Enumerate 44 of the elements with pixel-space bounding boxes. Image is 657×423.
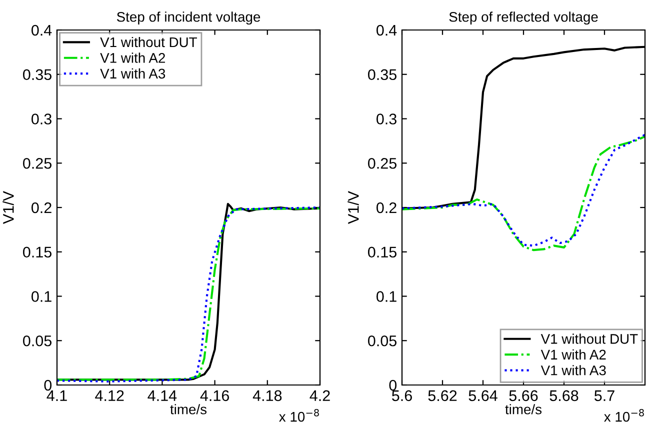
y-tick-label: 0.4 [376,24,397,36]
y-tick-label: 0.05 [368,335,396,346]
y-axis-title: V1/V [348,191,359,224]
x-tick-label: 5.68 [550,390,578,402]
y-tick-label: 0.35 [368,69,396,80]
y-tick-label: 0.1 [376,291,396,302]
x-tick-label: 4.1 [46,390,67,401]
x-tick-label: 5.62 [428,390,457,402]
y-tick-label: 0.2 [376,202,396,214]
x-tick-label: 4.16 [200,390,229,402]
y-axis-title: V1/V [2,191,14,224]
y-tick-label: 0.15 [23,246,52,258]
y-tick-label: 0.4 [32,24,52,36]
y-tick-label: 0.15 [368,246,396,258]
legend-label: V1 with A2 [540,349,606,360]
y-tick-label: 0.1 [32,291,52,302]
y-tick-label: 0 [389,380,397,391]
legend-label: V1 with A3 [540,365,606,376]
y-tick-label: 0.35 [23,69,52,80]
y-tick-label: 0.3 [32,114,52,124]
x-tick-label: 5.7 [594,390,614,402]
x-tick-label: 5.66 [509,390,538,402]
chart-title: Step of incident voltage [116,12,260,25]
x-tick-label: 4.18 [252,390,282,402]
x-tick-label: 4.14 [148,390,177,401]
legend-label: V1 with A3 [100,68,166,79]
x-axis-title: time/s [170,404,207,414]
text: x 10$^{−8}$ [279,409,319,422]
x-tick-label: 4.12 [95,390,124,401]
x-tick-label: 5.64 [468,390,498,402]
y-tick-label: 0.3 [376,114,396,124]
y-tick-label: 0 [44,380,52,391]
legend-label: V1 without DUT [540,334,638,344]
y-tick-label: 0.2 [32,202,52,214]
chart-title: Step of reflected voltage [449,12,598,25]
y-tick-label: 0.25 [368,158,396,169]
legend-label: V1 with A2 [100,52,165,63]
y-tick-label: 0.25 [23,158,52,169]
x-tick-label: 4.2 [310,390,330,401]
x-axis-title: time/s [505,404,542,414]
x-tick-label: 5.6 [392,390,412,402]
legend-label: V1 without DUT [100,36,197,48]
text: x 10$^{−8}$ [604,409,644,422]
y-tick-label: 0.05 [23,335,52,346]
